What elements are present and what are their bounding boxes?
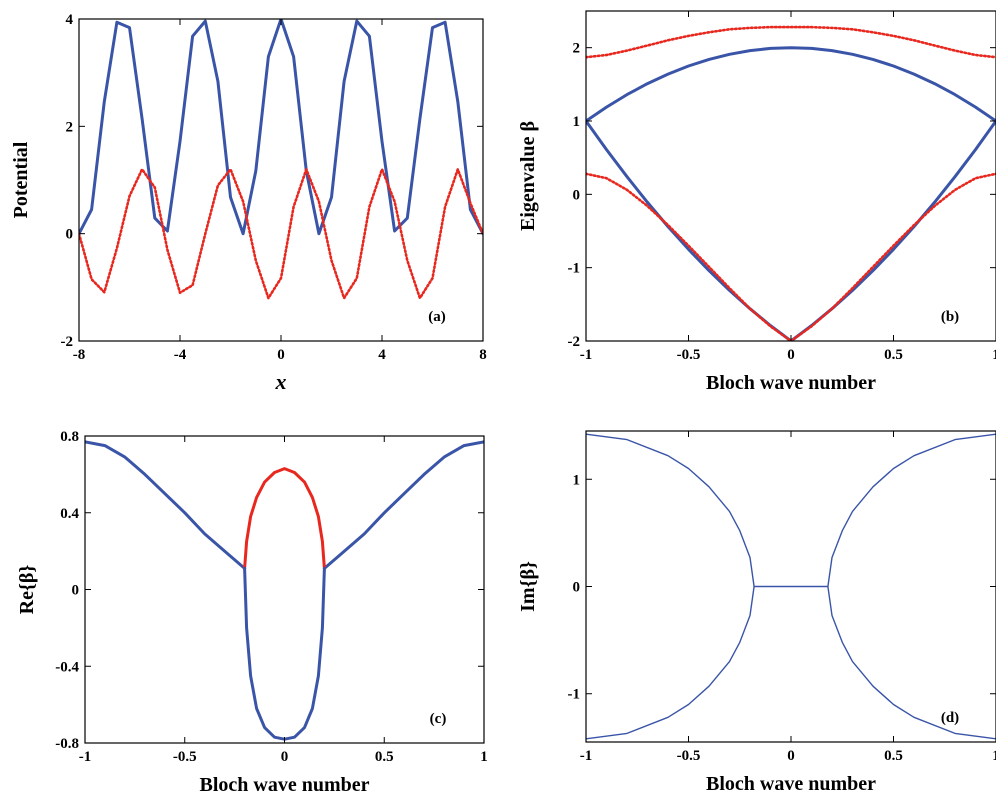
y-tick-label: 0 [573, 187, 581, 203]
series-line-red-1 [79, 168, 483, 300]
y-tick-label: -2 [61, 334, 74, 350]
y-tick-label: 2 [573, 41, 581, 57]
x-tick-label: 0 [787, 347, 795, 363]
y-axis-label: Eigenvalue β [517, 121, 539, 231]
y-tick-label: 2 [66, 119, 74, 135]
y-axis-label: Re{β} [16, 565, 38, 615]
series-line-blue-0 [79, 19, 483, 236]
series-line-blue-0 [85, 440, 247, 570]
x-tick-label: 1 [480, 749, 488, 765]
axes-frame [84, 435, 485, 744]
x-tick-label: -8 [73, 347, 86, 363]
panel-c: -1 -0.5 0 0.5 1 -0.8 -0.4 0 0.4 0.8 Bloch wave num… [16, 429, 488, 796]
y-tick-label: 0.8 [60, 429, 79, 445]
y-tick-label: 1 [573, 472, 581, 488]
x-tick-label: -1 [580, 347, 593, 363]
series-line-red-3 [586, 172, 996, 341]
y-tick-label: 0.4 [60, 506, 79, 522]
y-tick-label: 4 [66, 12, 74, 28]
x-tick-label: 0.5 [884, 347, 903, 363]
x-axis-label: x [275, 369, 287, 394]
x-tick-label: 1 [992, 748, 996, 764]
x-tick-label: -0.5 [677, 347, 701, 363]
series-group [586, 433, 996, 740]
y-tick-label: 0 [573, 580, 581, 596]
x-tick-label: -0.5 [677, 748, 701, 764]
x-axis-label: Bloch wave number [706, 372, 876, 394]
series-line-blue-3 [827, 433, 996, 588]
series-group [586, 25, 996, 341]
panel-tag: (b) [941, 309, 959, 325]
x-tick-label: 0.5 [884, 748, 903, 764]
x-tick-label: 0.5 [375, 749, 394, 765]
x-tick-label: 0 [277, 347, 285, 363]
panel-d: -1 -0.5 0 0.5 1 -1 0 1 Bloch wave number Im{β} (d) [517, 430, 996, 795]
series-line-blue-1 [322, 440, 484, 570]
y-tick-label: 1 [573, 114, 581, 130]
y-axis-label: Im{β} [517, 561, 539, 612]
x-tick-label: 8 [479, 347, 487, 363]
x-tick-label: -4 [174, 347, 187, 363]
y-tick-label: -0.8 [55, 736, 79, 752]
x-tick-label: 0 [787, 748, 795, 764]
y-axis-label: Potential [10, 141, 32, 218]
x-tick-label: 4 [378, 347, 386, 363]
series-group [85, 440, 484, 741]
x-tick-label: -1 [79, 749, 92, 765]
x-axis-label: Bloch wave number [706, 773, 876, 795]
y-tick-label: 0 [72, 583, 80, 599]
panel-a: -8 -4 0 4 8 -2 0 2 4 x Potential (a) [10, 12, 487, 394]
series-line-blue-4 [827, 585, 996, 740]
panel-tag: (d) [941, 710, 959, 726]
x-axis-label: Bloch wave number [200, 774, 370, 796]
x-tick-label: -0.5 [173, 749, 197, 765]
series-line-red-2 [586, 25, 996, 59]
panel-tag: (a) [428, 309, 446, 325]
x-tick-label: -1 [580, 748, 593, 764]
y-tick-label: -2 [568, 334, 581, 350]
y-tick-label: -1 [568, 261, 581, 277]
panel-tag: (c) [430, 711, 447, 727]
series-line-blue-3 [243, 566, 326, 741]
y-tick-label: 0 [66, 227, 74, 243]
y-tick-label: -1 [568, 687, 581, 703]
series-line-blue-1 [586, 119, 996, 341]
y-tick-label: -0.4 [55, 659, 79, 675]
series-line-blue-0 [586, 46, 996, 123]
series-line-blue-0 [586, 433, 755, 588]
x-tick-label: 1 [992, 347, 996, 363]
series-line-blue-1 [586, 585, 755, 740]
axes-frame [585, 10, 996, 342]
series-line-red-2 [243, 467, 326, 570]
series-group [79, 19, 483, 300]
x-tick-label: 0 [281, 749, 289, 765]
